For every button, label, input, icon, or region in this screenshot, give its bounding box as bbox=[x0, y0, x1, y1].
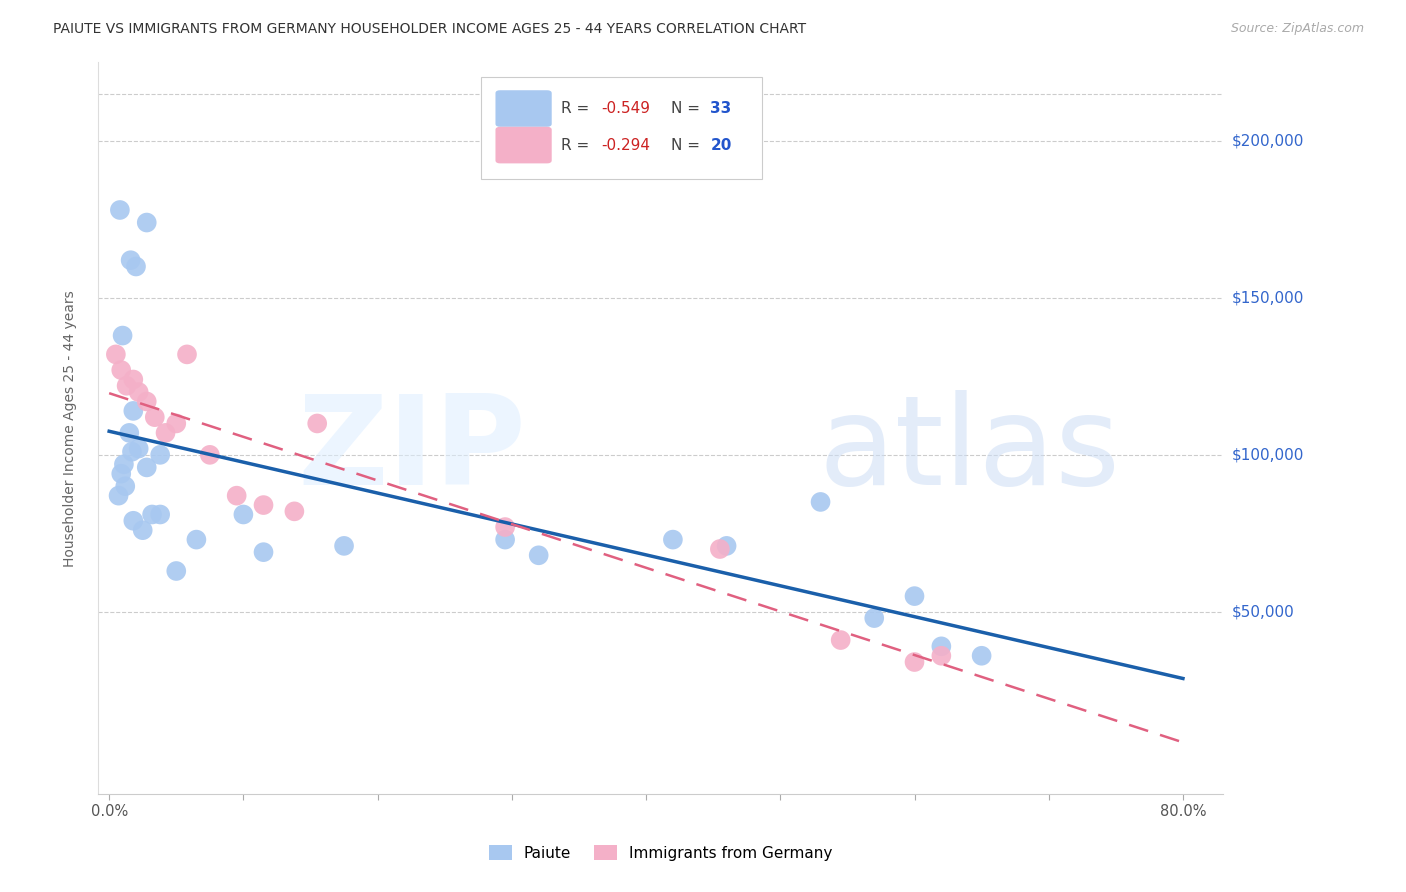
Point bbox=[903, 655, 925, 669]
Point bbox=[121, 444, 143, 458]
Point bbox=[716, 539, 738, 553]
Point bbox=[110, 467, 132, 481]
Point bbox=[970, 648, 993, 663]
Point bbox=[810, 495, 832, 509]
Text: R =: R = bbox=[561, 137, 593, 153]
Point bbox=[176, 347, 198, 361]
Point bbox=[143, 410, 166, 425]
Point bbox=[307, 417, 329, 431]
Text: atlas: atlas bbox=[818, 390, 1121, 510]
Text: N =: N = bbox=[671, 101, 704, 116]
Point bbox=[112, 457, 135, 471]
Point bbox=[120, 253, 142, 268]
Point bbox=[110, 363, 132, 377]
FancyBboxPatch shape bbox=[481, 77, 762, 179]
Point bbox=[165, 564, 187, 578]
Text: $200,000: $200,000 bbox=[1232, 134, 1303, 148]
Point bbox=[135, 394, 157, 409]
Point bbox=[252, 498, 274, 512]
Point bbox=[494, 533, 516, 547]
Point bbox=[165, 417, 187, 431]
Point bbox=[135, 215, 157, 229]
Point bbox=[128, 442, 150, 456]
Point bbox=[527, 549, 550, 563]
Point bbox=[132, 523, 155, 537]
Point bbox=[931, 640, 953, 654]
Point bbox=[662, 533, 685, 547]
Text: $50,000: $50,000 bbox=[1232, 604, 1295, 619]
Point bbox=[232, 508, 254, 522]
Point bbox=[125, 260, 148, 274]
Point bbox=[198, 448, 221, 462]
Point bbox=[863, 611, 886, 625]
Point bbox=[333, 539, 356, 553]
Point bbox=[128, 385, 150, 400]
Point bbox=[225, 489, 247, 503]
Point bbox=[115, 378, 138, 392]
Point bbox=[931, 648, 953, 663]
Point bbox=[122, 404, 145, 418]
Text: -0.549: -0.549 bbox=[602, 101, 650, 116]
Text: 20: 20 bbox=[710, 137, 731, 153]
Text: PAIUTE VS IMMIGRANTS FROM GERMANY HOUSEHOLDER INCOME AGES 25 - 44 YEARS CORRELAT: PAIUTE VS IMMIGRANTS FROM GERMANY HOUSEH… bbox=[53, 22, 807, 37]
FancyBboxPatch shape bbox=[495, 127, 551, 163]
Point bbox=[118, 425, 141, 440]
Point bbox=[149, 448, 172, 462]
FancyBboxPatch shape bbox=[495, 90, 551, 127]
Point bbox=[709, 541, 731, 556]
Point bbox=[283, 504, 305, 518]
Point bbox=[107, 489, 129, 503]
Point bbox=[108, 202, 131, 217]
Point bbox=[114, 479, 136, 493]
Text: $150,000: $150,000 bbox=[1232, 291, 1303, 305]
Point bbox=[149, 508, 172, 522]
Point bbox=[104, 347, 127, 361]
Point bbox=[135, 460, 157, 475]
Text: 33: 33 bbox=[710, 101, 731, 116]
Point bbox=[830, 633, 852, 648]
Point bbox=[252, 545, 274, 559]
Text: -0.294: -0.294 bbox=[602, 137, 650, 153]
Point bbox=[141, 508, 163, 522]
Point bbox=[903, 589, 925, 603]
Legend: Paiute, Immigrants from Germany: Paiute, Immigrants from Germany bbox=[482, 838, 839, 867]
Point bbox=[494, 520, 516, 534]
Point bbox=[111, 328, 134, 343]
Text: R =: R = bbox=[561, 101, 593, 116]
Text: Source: ZipAtlas.com: Source: ZipAtlas.com bbox=[1230, 22, 1364, 36]
Point bbox=[122, 514, 145, 528]
Y-axis label: Householder Income Ages 25 - 44 years: Householder Income Ages 25 - 44 years bbox=[63, 290, 77, 566]
Text: $100,000: $100,000 bbox=[1232, 448, 1303, 462]
Point bbox=[122, 372, 145, 386]
Text: N =: N = bbox=[671, 137, 704, 153]
Point bbox=[155, 425, 177, 440]
Text: ZIP: ZIP bbox=[297, 390, 526, 510]
Point bbox=[186, 533, 208, 547]
